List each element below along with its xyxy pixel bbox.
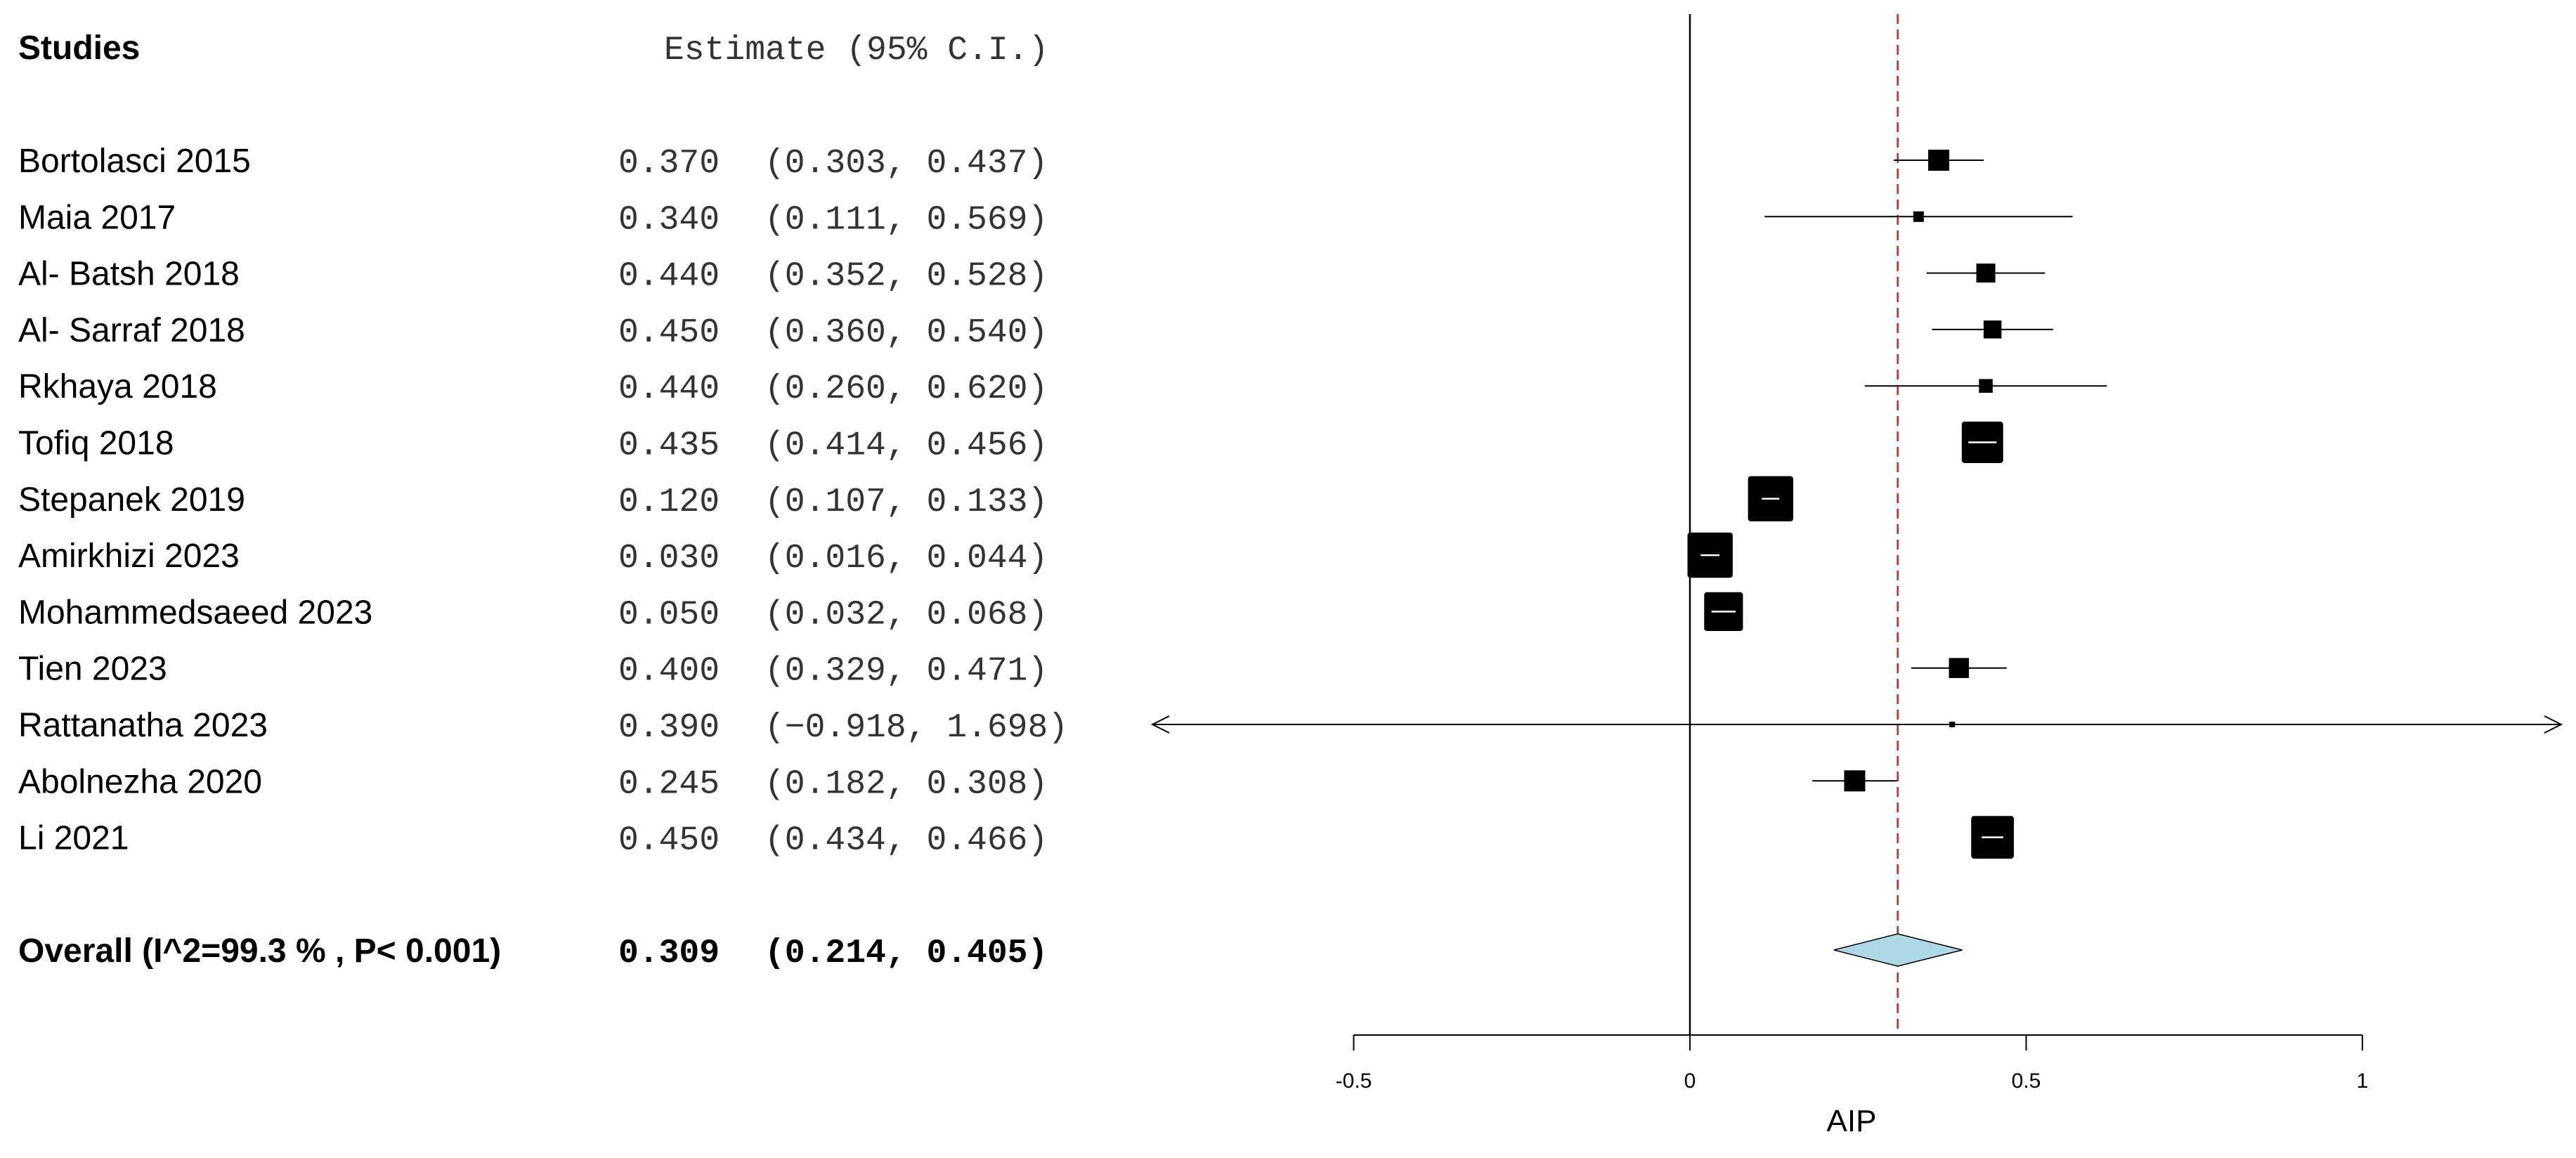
plot-area: [1150, 14, 2563, 1035]
study-ci: (−0.918, 1.698): [765, 709, 1068, 747]
study-estimate: 0.440: [618, 258, 720, 296]
study-estimate: 0.440: [618, 370, 720, 408]
study-estimate: 0.120: [618, 483, 720, 521]
study-name: Abolnezha 2020: [18, 763, 262, 800]
study-marker: [1979, 379, 1993, 393]
study-estimate: 0.400: [618, 653, 720, 691]
overall-estimate: 0.309: [618, 935, 720, 972]
x-axis: -0.5 0 0.5 1 AIP: [1336, 1034, 2369, 1138]
study-ci: (0.329, 0.471): [765, 653, 1048, 691]
x-tick-label: -0.5: [1336, 1069, 1372, 1093]
ci-arrow-left: [1150, 715, 1170, 734]
study-ci: (0.032, 0.068): [765, 596, 1048, 634]
x-tick-label: 0: [1684, 1069, 1696, 1093]
study-name: Amirkhizi 2023: [18, 538, 240, 575]
overall-name: Overall (I^2=99.3 % , P< 0.001): [18, 932, 501, 970]
study-ci: (0.016, 0.044): [765, 540, 1048, 578]
study-marker: [1844, 770, 1866, 792]
study-marker: [1983, 320, 2002, 339]
study-estimate: 0.340: [618, 201, 720, 239]
x-tick-label: 0.5: [2012, 1069, 2041, 1093]
study-estimate: 0.050: [618, 596, 720, 634]
study-name: Tofiq 2018: [18, 425, 174, 462]
study-name: Rattanatha 2023: [18, 707, 268, 744]
study-ci: (0.434, 0.466): [765, 822, 1048, 860]
study-name: Tien 2023: [18, 651, 167, 688]
study-estimate: 0.370: [618, 145, 720, 183]
overall-ci: (0.214, 0.405): [765, 935, 1048, 972]
study-ci: (0.111, 0.569): [765, 201, 1048, 239]
study-estimate: 0.435: [618, 427, 720, 465]
study-estimate: 0.450: [618, 822, 720, 860]
study-ci: (0.107, 0.133): [765, 483, 1048, 521]
study-estimate: 0.390: [618, 709, 720, 747]
study-name: Bortolasci 2015: [18, 143, 251, 180]
x-axis-title: AIP: [1827, 1104, 1877, 1138]
study-name: Stepanek 2019: [18, 481, 245, 519]
study-marker: [1949, 722, 1956, 727]
study-name: Al- Sarraf 2018: [18, 312, 245, 349]
study-marker: [1913, 211, 1924, 222]
study-marker: [1949, 658, 1970, 678]
study-name: Maia 2017: [18, 199, 176, 236]
overall-diamond: [1833, 933, 1963, 967]
study-ci: (0.260, 0.620): [765, 370, 1048, 408]
study-ci: (0.303, 0.437): [765, 145, 1048, 183]
study-ci: (0.182, 0.308): [765, 765, 1048, 803]
study-ci: (0.414, 0.456): [765, 427, 1048, 465]
estimate-header: Estimate (95% C.I.): [664, 32, 1048, 70]
study-estimate: 0.450: [618, 314, 720, 352]
study-marker: [1928, 150, 1950, 171]
study-name: Mohammedsaeed 2023: [18, 594, 372, 631]
x-tick-label: 1: [2357, 1069, 2369, 1093]
study-marker: [1976, 264, 1996, 283]
study-estimate: 0.030: [618, 540, 720, 578]
ci-arrow-right: [2544, 715, 2563, 734]
studies-header: Studies: [18, 30, 140, 67]
study-name: Al- Batsh 2018: [18, 256, 240, 293]
study-name: Li 2021: [18, 820, 129, 857]
study-estimate: 0.245: [618, 765, 720, 803]
study-ci: (0.352, 0.528): [765, 258, 1048, 296]
text-columns: Studies Estimate (95% C.I.) Bortolasci 201…: [18, 30, 1068, 972]
study-name: Rkhaya 2018: [18, 368, 217, 405]
study-ci: (0.360, 0.540): [765, 314, 1048, 352]
